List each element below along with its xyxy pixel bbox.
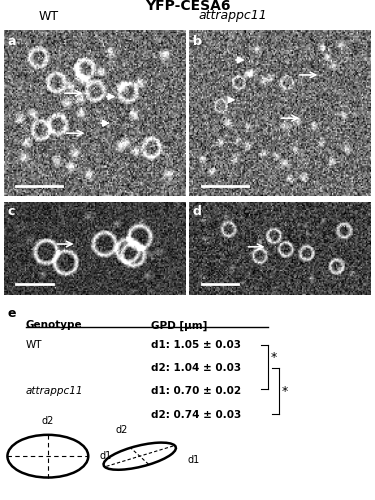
Text: GPD [μm]: GPD [μm]	[151, 320, 207, 330]
Text: attrappc11: attrappc11	[26, 386, 83, 396]
Text: d1: 0.70 ± 0.02: d1: 0.70 ± 0.02	[151, 386, 241, 396]
Text: c: c	[8, 205, 15, 218]
Text: d1: d1	[188, 455, 200, 465]
Text: a: a	[8, 35, 16, 48]
Text: d1: 1.05 ± 0.03: d1: 1.05 ± 0.03	[151, 340, 241, 349]
Text: e: e	[8, 306, 16, 320]
Text: YFP-CESA6: YFP-CESA6	[145, 0, 230, 12]
Text: d: d	[193, 205, 202, 218]
Text: d2: 1.04 ± 0.03: d2: 1.04 ± 0.03	[151, 363, 241, 373]
Text: d2: d2	[115, 425, 128, 435]
Text: *: *	[270, 350, 276, 364]
Text: WT: WT	[26, 340, 42, 349]
Text: b: b	[193, 35, 202, 48]
Text: Genotype: Genotype	[26, 320, 82, 330]
Text: WT: WT	[39, 10, 59, 22]
Text: d2: 0.74 ± 0.03: d2: 0.74 ± 0.03	[151, 410, 241, 420]
Text: d2: d2	[42, 416, 54, 426]
Text: d1: d1	[99, 451, 111, 461]
Text: *: *	[281, 384, 288, 398]
Text: attrappc11: attrappc11	[198, 10, 267, 22]
